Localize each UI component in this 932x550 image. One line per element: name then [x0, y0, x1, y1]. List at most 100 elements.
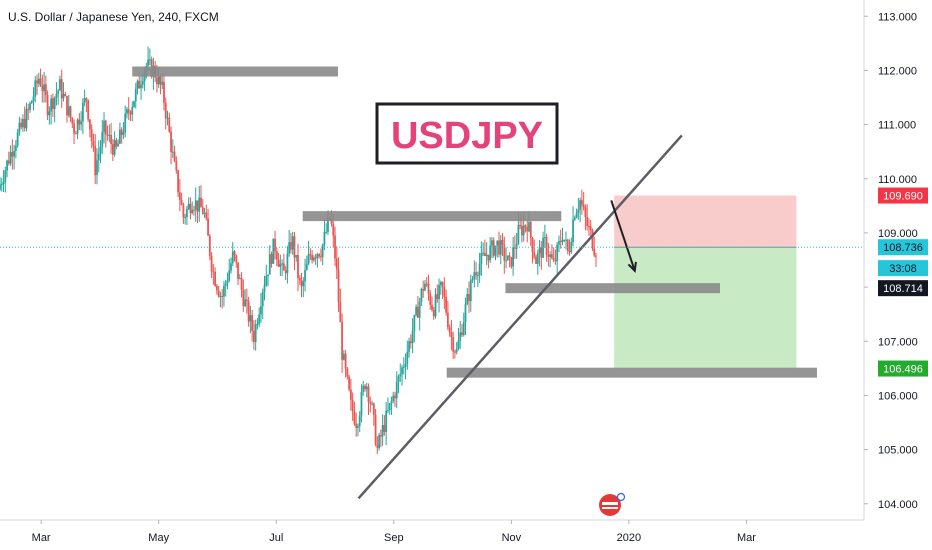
- candle-body: [207, 218, 209, 236]
- candle-body: [441, 282, 444, 288]
- candle-body: [50, 98, 53, 112]
- candle-body: [558, 240, 560, 245]
- candle-body: [108, 134, 111, 136]
- candle-body: [357, 426, 359, 428]
- candle-body: [349, 389, 352, 400]
- candle-body: [138, 80, 141, 89]
- candle-body: [62, 94, 65, 99]
- candle-body: [503, 244, 506, 261]
- price-tag[interactable]: 108.736: [878, 239, 928, 256]
- price-axis[interactable]: 113.000112.000111.000110.000109.000108.0…: [863, 0, 918, 520]
- candle-body: [265, 276, 268, 286]
- price-tag[interactable]: 108.714: [878, 280, 928, 297]
- candle-body: [457, 340, 460, 350]
- candle-body: [210, 255, 213, 272]
- candle-body: [424, 283, 426, 291]
- candle-body: [540, 247, 543, 258]
- candle-body: [335, 258, 338, 270]
- candle-body: [506, 255, 509, 261]
- candle-body: [103, 120, 105, 133]
- y-tick-label: 111.000: [878, 120, 916, 132]
- candle-body: [7, 160, 10, 164]
- candle-body: [55, 93, 58, 98]
- candle-body: [545, 237, 548, 255]
- candle-body: [330, 219, 333, 224]
- price-tag[interactable]: 33:08: [878, 260, 928, 277]
- candle-body: [76, 119, 79, 134]
- stop-loss-zone[interactable]: [614, 195, 797, 248]
- candle-body: [434, 294, 437, 317]
- candle-body: [499, 240, 502, 255]
- candle-body: [388, 403, 391, 411]
- candle-body: [0, 184, 3, 186]
- candle-body: [133, 101, 135, 107]
- candle-body: [362, 385, 365, 392]
- candle-body: [253, 330, 255, 343]
- candle-body: [298, 277, 301, 281]
- candle-body: [166, 117, 169, 119]
- candle-body: [231, 251, 234, 264]
- candle-body: [127, 109, 130, 113]
- symbol-annotation[interactable]: USDJPY: [375, 102, 559, 165]
- candle-body: [260, 306, 262, 315]
- candle-body: [119, 129, 121, 144]
- candle-body: [120, 129, 123, 135]
- candle-body: [321, 244, 324, 258]
- candle-body: [452, 337, 455, 352]
- candle-body: [312, 257, 315, 261]
- candle-body: [117, 143, 120, 147]
- candle-body: [348, 376, 351, 390]
- candle-body: [245, 299, 248, 301]
- horizontal-level-band[interactable]: [505, 283, 720, 294]
- time-axis[interactable]: Mar May Jul Sep Nov 2020 Mar: [0, 519, 864, 544]
- candle-body: [528, 221, 530, 232]
- candle-body: [46, 94, 49, 116]
- y-tick-label: 110.000: [878, 174, 917, 186]
- candle-body: [341, 322, 343, 360]
- price-tag[interactable]: 106.496: [878, 360, 928, 377]
- candle-body: [445, 296, 448, 313]
- candle-body: [233, 251, 236, 256]
- candle-body: [272, 238, 275, 264]
- candle-body: [6, 160, 8, 171]
- price-tag-label: 108.736: [883, 242, 923, 254]
- candle-body: [510, 257, 513, 267]
- candle-body: [270, 254, 273, 264]
- candle-body: [224, 283, 227, 286]
- candle-body: [275, 251, 278, 260]
- candle-body: [161, 81, 164, 85]
- trendline[interactable]: [357, 134, 683, 500]
- horizontal-level-band[interactable]: [132, 66, 338, 77]
- price-tag[interactable]: 109.690: [878, 187, 928, 204]
- y-tick-label: 113.000: [878, 11, 917, 23]
- candle-body: [547, 254, 550, 257]
- candle-body: [18, 122, 21, 133]
- candle-body: [25, 109, 28, 129]
- candle-body: [543, 237, 546, 239]
- x-tick-label: Sep: [384, 532, 404, 544]
- candle-body: [180, 200, 183, 205]
- candle-body: [247, 300, 250, 322]
- candle-body: [230, 263, 232, 271]
- candle-body: [187, 203, 190, 209]
- horizontal-level-band[interactable]: [446, 367, 817, 378]
- candle-body: [115, 140, 118, 147]
- candle-body: [111, 144, 114, 155]
- y-tick-label: 106.000: [878, 390, 918, 402]
- x-tick-label: Mar: [32, 532, 51, 544]
- candle-body: [517, 224, 520, 244]
- candle-body: [258, 314, 261, 325]
- price-tag-background: [878, 360, 928, 377]
- candle-body: [344, 353, 347, 369]
- y-tick-label: 105.000: [878, 445, 918, 457]
- candle-body: [159, 76, 162, 85]
- take-profit-zone[interactable]: [614, 247, 797, 369]
- candle-body: [214, 272, 217, 286]
- direction-arrow[interactable]: [610, 200, 636, 272]
- horizontal-level-band[interactable]: [302, 211, 562, 222]
- candle-body: [290, 242, 292, 250]
- candle-body: [554, 260, 557, 262]
- candle-body: [69, 106, 72, 118]
- candle-body: [194, 200, 197, 210]
